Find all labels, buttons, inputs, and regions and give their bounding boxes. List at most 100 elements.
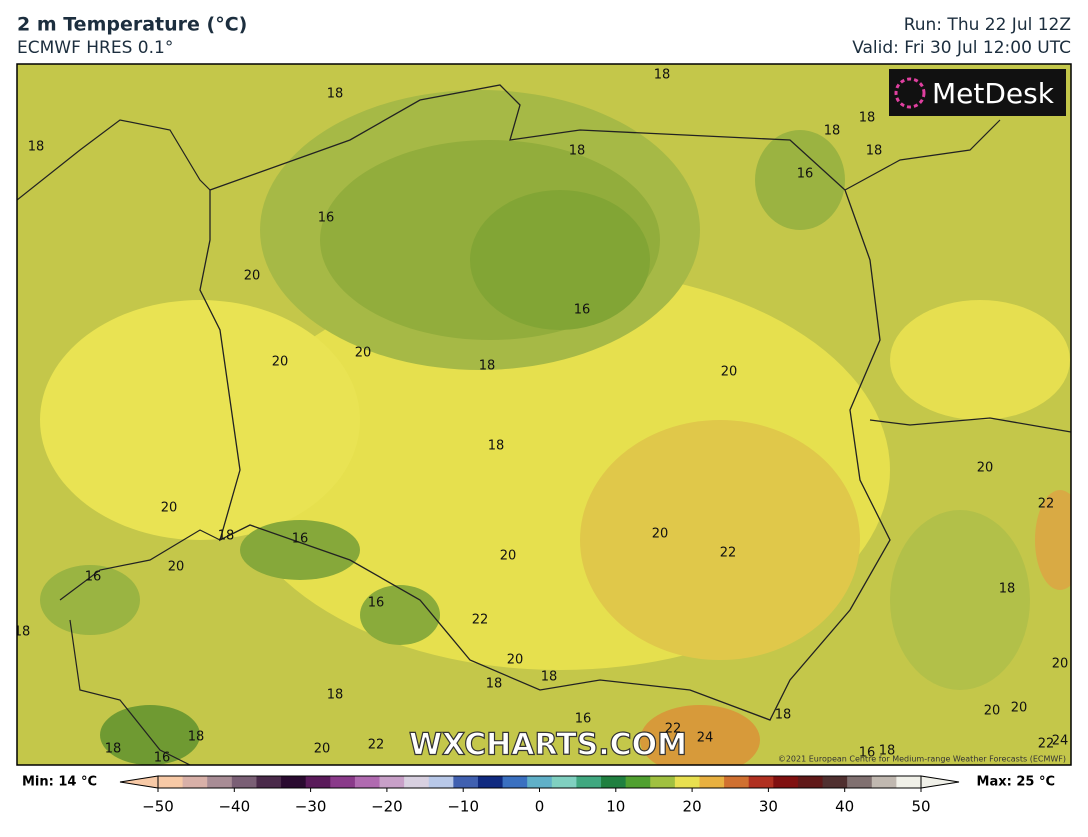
- colorbar-segment: [207, 776, 233, 788]
- contour-label: 22: [720, 546, 737, 561]
- contour-label: 18: [479, 359, 496, 374]
- colorbar-segment: [231, 776, 257, 788]
- contour-label: 16: [859, 746, 876, 761]
- title: 2 m Temperature (°C): [17, 14, 247, 36]
- contour-label: 16: [154, 751, 171, 766]
- contour-label: 18: [188, 730, 205, 745]
- colorbar-segment: [748, 776, 774, 788]
- contour-label: 18: [879, 744, 896, 759]
- colorbar-segment: [601, 776, 627, 788]
- contour-label: 20: [500, 549, 517, 564]
- contour-label: 20: [721, 365, 738, 380]
- contour-label: 18: [105, 742, 122, 757]
- colorbar-tick-label: 0: [535, 798, 545, 816]
- subtitle: ECMWF HRES 0.1°: [17, 38, 173, 58]
- contour-label: 20: [1011, 701, 1028, 716]
- contour-label: 18: [14, 625, 31, 640]
- contour-label: 20: [244, 269, 261, 284]
- contour-label: 18: [218, 529, 235, 544]
- colorbar-segment: [822, 776, 848, 788]
- contour-label: 16: [797, 167, 814, 182]
- colorbar-tick-label: 10: [606, 798, 625, 816]
- colorbar-segment: [797, 776, 824, 788]
- contour-label: 18: [775, 708, 792, 723]
- contour-label: 22: [368, 738, 385, 753]
- colorbar-segment: [625, 776, 651, 788]
- colorbar-tick-label: 20: [683, 798, 702, 816]
- valid-time: Valid: Fri 30 Jul 12:00 UTC: [852, 38, 1071, 58]
- colorbar-segment: [699, 776, 725, 788]
- contour-label: 22: [472, 613, 489, 628]
- colorbar-segment: [477, 776, 504, 788]
- contour-label: 18: [866, 144, 883, 159]
- colorbar-segment: [281, 776, 307, 788]
- contour-label: 18: [999, 582, 1016, 597]
- map: MetDesk WXCHARTS.COM ©2021 European Cent…: [14, 64, 1071, 766]
- contour-label: 16: [85, 570, 102, 585]
- contour-label: 16: [318, 211, 335, 226]
- colorbar-segment: [354, 776, 381, 788]
- contour-label: 20: [272, 355, 289, 370]
- contour-label: 18: [327, 87, 344, 102]
- colorbar: −50 −40 −30 −20 −10 0 10 20 30 40 50: [119, 775, 960, 816]
- colorbar-segment: [182, 776, 208, 788]
- contour-label: 16: [368, 596, 385, 611]
- contour-label: 22: [1038, 737, 1055, 752]
- colorbar-segment: [724, 776, 750, 788]
- contour-label: 20: [355, 346, 372, 361]
- contour-label: 18: [541, 670, 558, 685]
- contour-label: 18: [28, 140, 45, 155]
- contour-label: 22: [665, 722, 682, 737]
- colorbar-segment: [256, 776, 282, 788]
- colorbar-segment: [404, 776, 430, 788]
- colorbar-end: [119, 775, 159, 789]
- colorbar-segment: [428, 776, 454, 788]
- contour-label: 18: [569, 144, 586, 159]
- colorbar-end: [920, 775, 960, 789]
- contour-label: 24: [1052, 734, 1069, 749]
- contour-label: 24: [697, 731, 714, 746]
- colorbar-segment: [847, 776, 873, 788]
- colorbar-tick-label: −20: [371, 798, 403, 816]
- contour-label: 20: [1052, 657, 1069, 672]
- colorbar-segment: [158, 776, 184, 788]
- colorbar-segment: [576, 776, 602, 788]
- colorbar-tick-label: 40: [835, 798, 854, 816]
- contour-label: 20: [314, 742, 331, 757]
- contour-label: 18: [654, 68, 671, 83]
- copyright: ©2021 European Centre for Medium-range W…: [778, 755, 1066, 764]
- contour-label: 16: [575, 712, 592, 727]
- colorbar-tick-label: −10: [447, 798, 479, 816]
- max-label: Max: 25 °C: [977, 775, 1055, 790]
- colorbar-tick-label: −50: [142, 798, 174, 816]
- colorbar-segment: [379, 776, 405, 788]
- colorbar-tick-label: 30: [759, 798, 778, 816]
- contour-label: 20: [977, 461, 994, 476]
- colorbar-tick-label: −40: [218, 798, 250, 816]
- contour-label: 18: [327, 688, 344, 703]
- map-frame: [16, 63, 1072, 766]
- contour-label: 16: [292, 532, 309, 547]
- contour-label: 18: [488, 439, 505, 454]
- colorbar-segment: [330, 776, 356, 788]
- colorbar-segment: [650, 776, 676, 788]
- contour-label: 20: [984, 704, 1001, 719]
- contour-label: 22: [1038, 497, 1055, 512]
- contour-label: 16: [574, 303, 591, 318]
- colorbar-segment: [871, 776, 897, 788]
- watermark: WXCHARTS.COM: [409, 728, 687, 763]
- contour-label: 18: [859, 111, 876, 126]
- contour-label: 20: [161, 501, 178, 516]
- colorbar-segment: [551, 776, 577, 788]
- colorbar-tick-label: 50: [911, 798, 930, 816]
- colorbar-segment: [453, 776, 479, 788]
- contour-label: 18: [486, 677, 503, 692]
- contour-label: 20: [652, 527, 669, 542]
- min-label: Min: 14 °C: [22, 775, 97, 790]
- contour-label: 18: [824, 124, 841, 139]
- colorbar-segment: [305, 776, 331, 788]
- colorbar-tick-label: −30: [295, 798, 327, 816]
- colorbar-segment: [527, 776, 553, 788]
